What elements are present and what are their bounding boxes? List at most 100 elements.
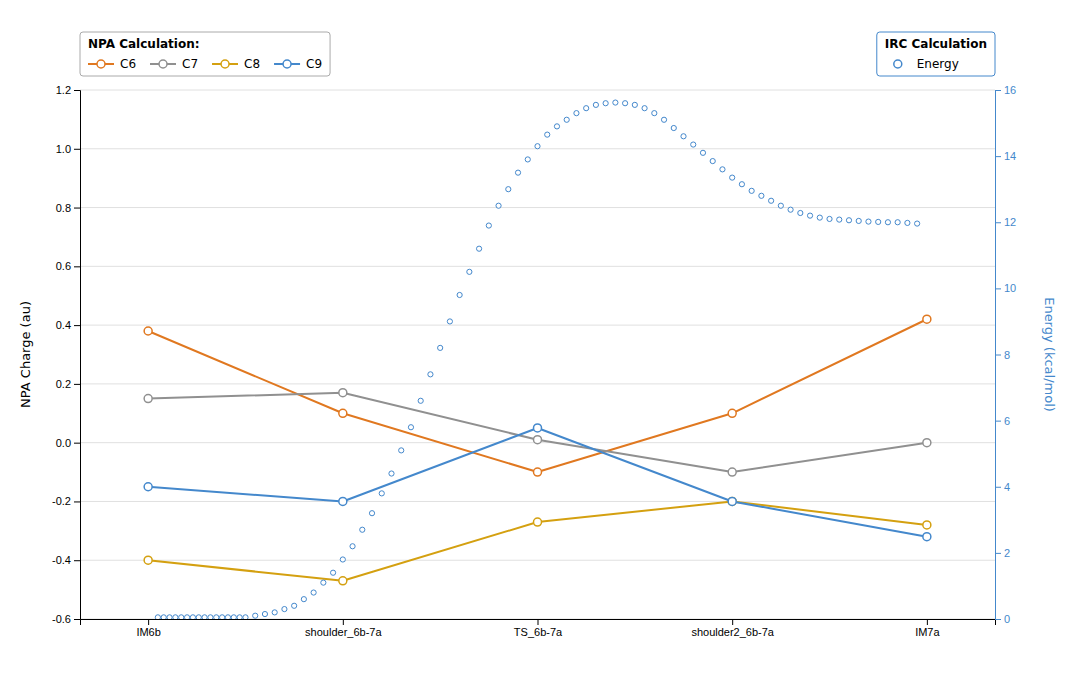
tick: 0	[995, 613, 1010, 625]
scatter-point	[613, 100, 618, 105]
line-marker	[923, 533, 931, 541]
line-marker	[923, 521, 931, 529]
tick: -0.4	[52, 554, 80, 566]
scatter-point	[161, 615, 166, 619]
scatter-point	[837, 217, 842, 222]
tick: 6	[995, 415, 1010, 427]
scatter-point	[389, 471, 394, 476]
scatter-point	[220, 615, 225, 619]
tick-label: 14	[1004, 150, 1016, 162]
scatter-point	[282, 606, 287, 611]
scatter-point	[574, 111, 579, 116]
tick-label: 8	[1004, 349, 1010, 361]
legend-label: C6	[120, 57, 136, 71]
scatter-point	[623, 101, 628, 106]
tick-mark	[74, 90, 80, 91]
scatter-point	[769, 198, 774, 203]
legend-item: C6	[88, 57, 136, 71]
scatter-point	[720, 167, 725, 172]
scatter-point	[905, 220, 910, 225]
tick-mark	[995, 222, 1001, 223]
legend-frame	[80, 32, 330, 76]
scatter-point	[652, 111, 657, 116]
scatter-point	[506, 187, 511, 192]
tick: 1.2	[56, 84, 80, 96]
tick: IM6b	[136, 619, 160, 638]
scatter-point	[486, 223, 491, 228]
scatter-point	[876, 219, 881, 224]
scatter-point	[418, 398, 423, 403]
scatter-point	[700, 150, 705, 155]
tick-mark	[732, 619, 733, 625]
legend-item: C9	[274, 57, 322, 71]
tick: 0.2	[56, 378, 80, 390]
tick-mark	[995, 619, 1001, 620]
scatter-point	[311, 590, 316, 595]
line-marker	[534, 436, 542, 444]
legend-label: C7	[182, 57, 198, 71]
tick-mark	[995, 355, 1001, 356]
scatter-point	[710, 158, 715, 163]
grid-line	[80, 560, 995, 561]
scatter-point	[467, 269, 472, 274]
tick-mark	[927, 619, 928, 625]
tick-mark	[995, 156, 1001, 157]
scatter-point	[554, 124, 559, 129]
tick-mark	[74, 208, 80, 209]
scatter-point	[827, 216, 832, 221]
grid-line	[80, 383, 995, 384]
line-marker	[144, 483, 152, 491]
scatter-point	[330, 570, 335, 575]
line-marker	[339, 577, 347, 585]
scatter-point	[739, 182, 744, 187]
tick-mark	[995, 553, 1001, 554]
tick-label: 6	[1004, 415, 1010, 427]
legend-title: IRC Calculation	[885, 37, 987, 51]
axis-line	[74, 91, 81, 620]
grid	[80, 90, 995, 619]
tick: 0.0	[56, 437, 80, 449]
legend-swatch	[283, 60, 291, 68]
x-axis: IM6bshoulder_6b-7aTS_6b-7ashoulder2_6b-7…	[81, 619, 996, 638]
scatter-point	[253, 613, 258, 618]
grid-line	[80, 90, 995, 91]
tick: shoulder2_6b-7a	[691, 619, 774, 638]
line-marker	[728, 497, 736, 505]
tick: 2	[995, 547, 1010, 559]
scatter-point	[399, 448, 404, 453]
series	[144, 315, 931, 476]
scatter-point	[262, 611, 267, 616]
series-line	[148, 393, 927, 472]
tick: 12	[995, 216, 1016, 228]
scatter-point	[428, 372, 433, 377]
tick-label: 0.2	[56, 378, 71, 390]
line-marker	[534, 424, 542, 432]
tick: 0.8	[56, 202, 80, 214]
tick-mark	[343, 619, 344, 625]
scatter-point	[681, 134, 686, 139]
tick-label: 1.2	[56, 84, 71, 96]
tick-mark	[74, 501, 80, 502]
tick: -0.6	[52, 613, 80, 625]
legend-label: C8	[244, 57, 260, 71]
scatter-point	[173, 615, 178, 619]
series	[155, 100, 919, 619]
scatter-point	[476, 246, 481, 251]
line-marker	[339, 409, 347, 417]
scatter-point	[642, 106, 647, 111]
scatter-point	[457, 292, 462, 297]
tick-label: -0.4	[52, 554, 71, 566]
tick-mark	[74, 384, 80, 385]
scatter-point	[730, 175, 735, 180]
scatter-point	[167, 615, 172, 619]
line-marker	[144, 327, 152, 335]
scatter-point	[350, 544, 355, 549]
legend-swatch	[221, 60, 229, 68]
tick: IM7a	[915, 619, 940, 638]
scatter-point	[184, 615, 189, 619]
scatter-point	[447, 319, 452, 324]
scatter-point	[632, 102, 637, 107]
scatter-point	[202, 615, 207, 619]
y2-axis: 0246810121416	[995, 84, 1016, 625]
scatter-point	[846, 218, 851, 223]
